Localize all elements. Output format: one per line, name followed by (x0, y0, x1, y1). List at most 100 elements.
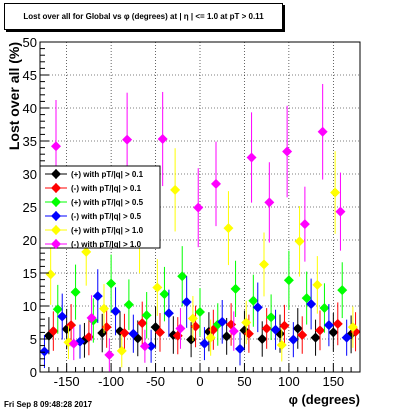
legend: (+) with pT/|q| > 0.1 (-) with pT/|q| > 0… (39, 165, 161, 249)
legend-entry: (-) with pT/|q| > 0.1 (71, 184, 142, 193)
data-point (116, 345, 127, 356)
legend-marker (51, 225, 61, 235)
data-point (92, 291, 103, 302)
data-point (301, 293, 312, 304)
data-point (211, 178, 221, 189)
timestamp-footer: Fri Sep 8 09:48:28 2017 (4, 400, 93, 409)
x-tick-label: 150 (322, 374, 344, 389)
data-point (146, 341, 157, 352)
data-point (330, 187, 341, 198)
data-point (186, 334, 197, 345)
data-point (332, 318, 343, 329)
data-point (193, 202, 204, 213)
data-point (223, 223, 234, 234)
y-axis-label: Lost over all (%) (6, 42, 22, 150)
data-point (137, 318, 148, 329)
data-marks (39, 83, 361, 372)
data-point (175, 323, 186, 334)
data-point (205, 332, 216, 343)
data-point (39, 346, 50, 357)
data-point (264, 197, 275, 208)
data-point (319, 302, 330, 313)
data-point (315, 325, 325, 336)
legend-entry: (+) with pT/|q| > 1.0 (71, 226, 144, 235)
legend-entry: (-) with pT/|q| > 1.0 (71, 240, 142, 249)
data-point (347, 322, 358, 333)
x-axis-label: φ (degrees) (289, 392, 360, 407)
data-point (155, 327, 165, 338)
data-point (252, 302, 263, 313)
x-tick-label: 100 (278, 374, 300, 389)
data-point (163, 308, 174, 319)
data-point (341, 332, 352, 343)
data-point (266, 312, 277, 323)
chart-title: Lost over all for Global vs φ (degrees) … (23, 12, 264, 21)
data-point (235, 343, 245, 354)
data-point (195, 306, 205, 317)
legend-entry: (+) with pT/|q| > 0.5 (71, 198, 144, 207)
data-point (261, 323, 272, 334)
data-point (177, 271, 188, 282)
data-point (97, 328, 108, 339)
data-point (335, 206, 346, 217)
data-point (51, 141, 61, 152)
data-point (299, 219, 310, 230)
legend-marker (51, 239, 61, 249)
data-point (317, 126, 328, 137)
data-point (217, 316, 228, 327)
data-point (323, 320, 334, 331)
data-point (122, 134, 133, 145)
data-point (123, 299, 134, 310)
data-point (288, 334, 299, 345)
data-point (190, 321, 201, 332)
data-point (45, 269, 56, 280)
data-point (230, 283, 241, 294)
data-point (241, 317, 252, 328)
legend-marker (51, 211, 61, 221)
data-point (310, 332, 321, 343)
x-tick-label: -100 (98, 374, 124, 389)
legend-box (39, 165, 161, 249)
data-point (292, 323, 303, 334)
data-point (294, 236, 305, 247)
data-point (128, 328, 139, 339)
y-tick-label: 15 (23, 266, 37, 281)
data-point (152, 282, 163, 293)
data-point (57, 311, 68, 322)
x-tick-label: 50 (237, 374, 251, 389)
data-point (337, 285, 348, 296)
y-tick-label: 25 (23, 200, 37, 215)
data-point (86, 312, 97, 323)
data-point (297, 330, 308, 341)
data-point (328, 327, 339, 338)
data-point (106, 278, 117, 289)
data-point (157, 134, 168, 145)
data-point (187, 313, 198, 324)
x-tick-label: -50 (146, 374, 165, 389)
data-point (99, 303, 109, 314)
y-tick-label: 20 (23, 233, 37, 248)
data-point (81, 246, 92, 257)
data-point (306, 299, 317, 310)
data-point (246, 152, 257, 163)
y-tick-label: 45 (23, 68, 37, 83)
x-tick-label: -150 (54, 374, 80, 389)
data-point (221, 331, 232, 342)
legend-marker (51, 197, 61, 207)
y-tick-label: 40 (23, 101, 37, 116)
legend-entry: (+) with pT/|q| > 0.1 (71, 170, 144, 179)
data-point (228, 326, 239, 337)
data-point (139, 341, 150, 352)
legend-marker (51, 183, 61, 193)
data-point (104, 349, 115, 360)
data-point (110, 306, 121, 317)
data-point (248, 295, 259, 306)
y-tick-label: 35 (23, 134, 37, 149)
data-point (48, 326, 59, 337)
data-point (68, 338, 79, 349)
chart-title-box: Lost over all for Global vs φ (degrees) … (4, 3, 283, 30)
data-point (70, 287, 81, 298)
data-point (181, 297, 192, 308)
y-tick-label: 0 (30, 365, 37, 380)
